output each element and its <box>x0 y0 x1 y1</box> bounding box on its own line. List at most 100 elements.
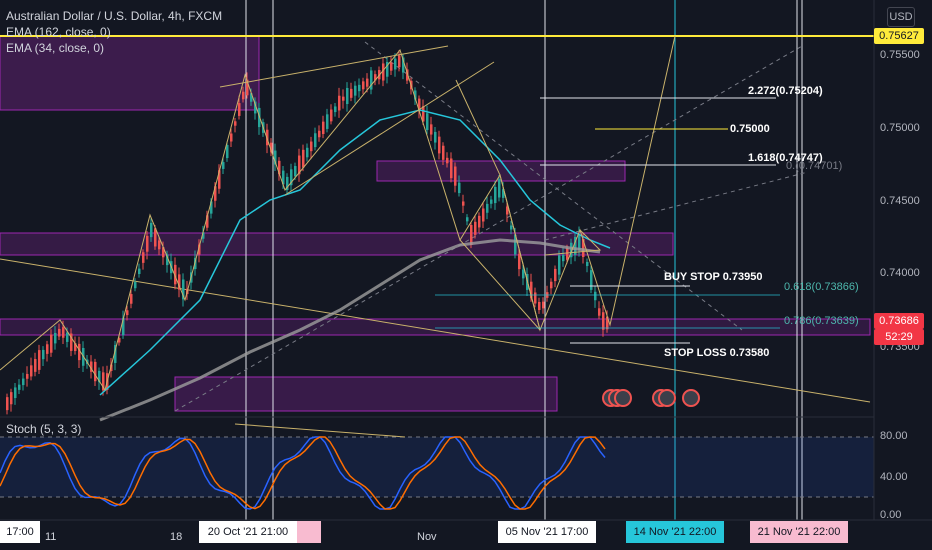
zone-top-left <box>0 35 260 111</box>
candle-body <box>574 237 577 255</box>
candle-body <box>350 88 353 98</box>
candle-body <box>498 179 501 198</box>
candle-body <box>486 203 489 213</box>
time-label-oct20: 20 Oct '21 21:00 <box>199 521 297 543</box>
candle-body <box>302 149 305 168</box>
candle-body <box>594 291 597 301</box>
candle-body <box>102 372 105 391</box>
candle-body <box>586 261 589 267</box>
candle-body <box>322 121 325 134</box>
candle-body <box>326 114 329 129</box>
candle-body <box>570 242 573 258</box>
fib-786-label: 0.786(0.73639) <box>784 315 859 327</box>
time-label-left: 17:00 <box>0 521 40 543</box>
stochastic-pane <box>0 416 874 510</box>
candle-body <box>34 359 37 372</box>
candle-body <box>518 253 521 270</box>
candle-body <box>530 281 533 299</box>
candle-body <box>10 392 13 405</box>
candle-body <box>314 133 317 148</box>
candle-body <box>134 282 137 289</box>
candle-body <box>462 201 465 206</box>
osc-axis-label: 80.00 <box>880 430 908 442</box>
candle-body <box>450 158 453 179</box>
candle-body <box>334 106 337 113</box>
candle-body <box>370 70 373 90</box>
fib-annotations: 2.272(0.75204) 0.75000 1.618(0.74747) 0.… <box>664 85 859 359</box>
candle-body <box>142 252 145 263</box>
candle-body <box>18 384 21 390</box>
candle-body <box>418 98 421 112</box>
candle-body <box>62 327 65 338</box>
candle-body <box>502 189 505 198</box>
candle-body <box>358 84 361 92</box>
candle-body <box>286 176 289 190</box>
candle-body <box>218 170 221 189</box>
zone-mid <box>0 232 674 256</box>
candle-body <box>466 217 469 222</box>
candle-body <box>154 228 157 247</box>
candle-body <box>362 81 365 90</box>
price-axis-label: 0.74500 <box>880 195 920 207</box>
candle-body <box>130 294 133 304</box>
candle-body <box>510 225 513 230</box>
candle-body <box>158 240 161 250</box>
zone-current <box>0 318 871 336</box>
candle-body <box>274 150 277 165</box>
time-label-nov14: 14 Nov '21 22:00 <box>626 521 724 543</box>
candle-body <box>402 57 405 73</box>
candle-body <box>566 248 569 260</box>
candle-body <box>282 170 285 185</box>
candle-body <box>522 269 525 279</box>
candle-body <box>542 301 545 309</box>
candle-body <box>238 103 241 116</box>
candle-body <box>210 201 213 214</box>
economic-event-flags[interactable] <box>602 389 700 407</box>
candle-body <box>562 254 565 262</box>
zone-bottom <box>174 376 558 412</box>
time-label: Nov <box>417 531 437 543</box>
candle-body <box>490 199 493 204</box>
candle-body <box>482 208 485 222</box>
candle-body <box>14 387 17 399</box>
stop-loss-label: STOP LOSS 0.73580 <box>664 347 769 359</box>
candle-body <box>602 312 605 330</box>
candle-body <box>246 79 249 96</box>
candle-body <box>386 61 389 77</box>
osc-axis-label: 0.00 <box>880 509 902 521</box>
candle-body <box>54 332 57 344</box>
candle-body <box>22 378 25 386</box>
vertical-markers <box>245 0 803 520</box>
candle-body <box>42 349 45 360</box>
fib-1618-ghost-label: 0.(0.74701) <box>786 160 842 172</box>
candle-body <box>166 254 169 266</box>
candle-body <box>126 310 129 316</box>
candle-body <box>438 136 441 154</box>
ema-34-label: EMA (34, close, 0) <box>6 41 105 55</box>
candle-body <box>446 157 449 164</box>
candle-body <box>470 225 473 245</box>
osc-axis-label: 40.00 <box>880 471 908 483</box>
candle-body <box>506 206 509 215</box>
price-axis-label: 0.74000 <box>880 267 920 279</box>
candle-body <box>74 343 77 352</box>
candle-body <box>582 239 585 257</box>
candle-body <box>550 281 553 289</box>
candle-body <box>330 109 333 122</box>
candle-body <box>278 160 281 175</box>
currency-button[interactable]: USD <box>887 7 915 27</box>
candle-body <box>226 144 229 159</box>
candle-body <box>258 107 261 128</box>
fib-levels <box>435 97 780 344</box>
candle-body <box>150 222 153 238</box>
candle-body <box>234 121 237 126</box>
fib-2272-label: 2.272(0.75204) <box>748 85 823 97</box>
candle-body <box>222 162 225 169</box>
candle-body <box>38 350 41 370</box>
stochastic-label: Stoch (5, 3, 3) <box>6 422 82 436</box>
candle-body <box>458 182 461 194</box>
candle-body <box>122 317 125 336</box>
candle-body <box>146 235 149 252</box>
time-label-nov21: 21 Nov '21 22:00 <box>750 521 848 543</box>
